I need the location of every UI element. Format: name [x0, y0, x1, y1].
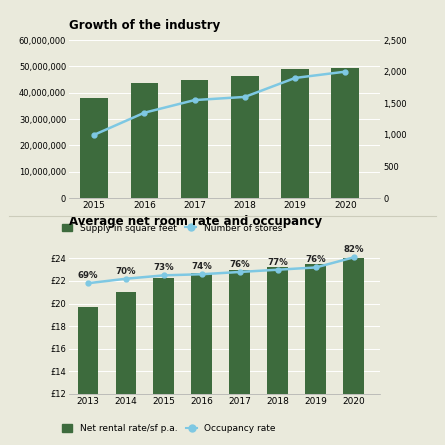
Bar: [305, 264, 326, 445]
Bar: [344, 259, 364, 445]
Bar: [181, 80, 208, 198]
Legend: Supply in square feet, Number of stores: Supply in square feet, Number of stores: [58, 220, 286, 236]
Bar: [80, 98, 108, 198]
Bar: [116, 292, 137, 445]
Bar: [154, 278, 174, 445]
Bar: [191, 273, 212, 445]
Legend: Net rental rate/sf p.a., Occupancy rate: Net rental rate/sf p.a., Occupancy rate: [58, 421, 279, 437]
Text: 76%: 76%: [230, 260, 250, 269]
Text: Growth of the industry: Growth of the industry: [69, 19, 220, 32]
Text: 77%: 77%: [267, 258, 288, 267]
Text: 69%: 69%: [78, 271, 98, 280]
Text: 82%: 82%: [344, 245, 364, 254]
Text: 74%: 74%: [191, 262, 212, 271]
Bar: [332, 68, 359, 198]
Text: 73%: 73%: [154, 263, 174, 272]
Bar: [281, 69, 309, 198]
Text: 76%: 76%: [306, 255, 326, 264]
Bar: [230, 270, 251, 445]
Text: 70%: 70%: [116, 267, 136, 275]
Bar: [77, 307, 98, 445]
Bar: [231, 76, 259, 198]
Bar: [267, 267, 288, 445]
Bar: [130, 84, 158, 198]
Text: Average net room rate and occupancy: Average net room rate and occupancy: [69, 215, 322, 228]
